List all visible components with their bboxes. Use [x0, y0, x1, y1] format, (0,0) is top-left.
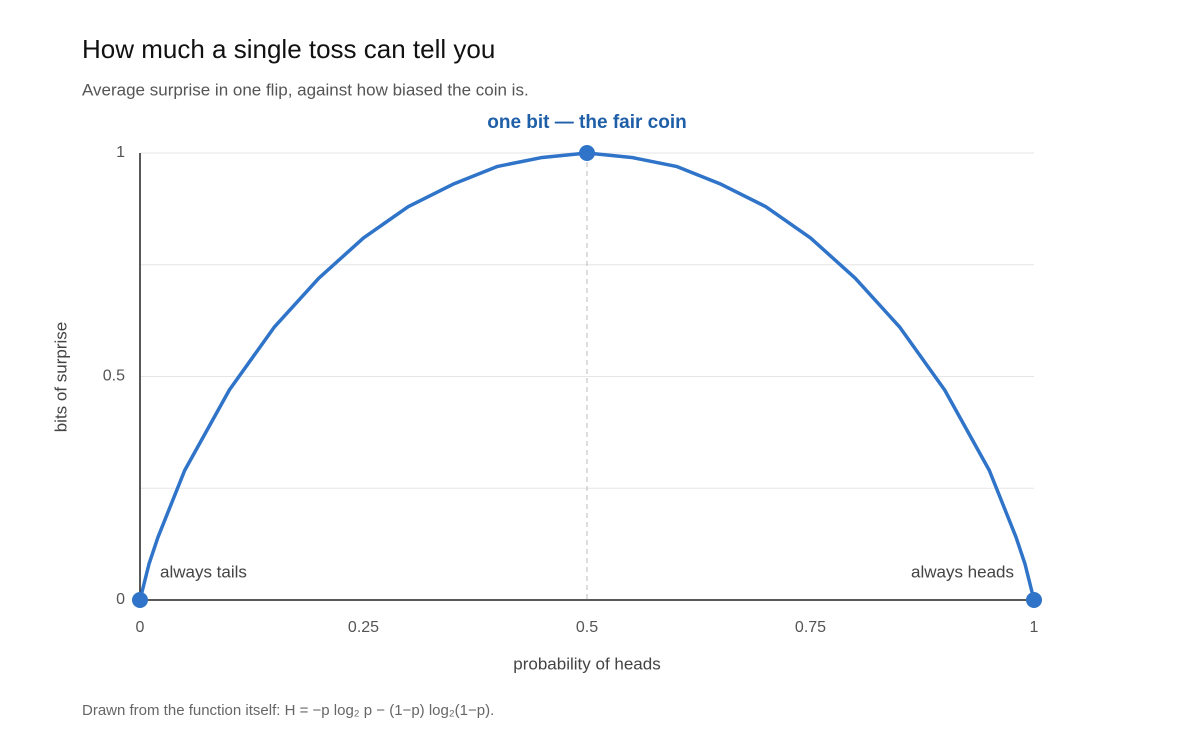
highlight-point — [1026, 592, 1042, 608]
annotation: always tails — [160, 562, 247, 581]
x-tick-label: 0.5 — [576, 619, 598, 636]
x-tick-label: 1 — [1030, 619, 1039, 636]
y-tick-label: 1 — [116, 144, 125, 161]
x-tick-label: 0.25 — [348, 619, 379, 636]
highlight-point — [132, 592, 148, 608]
chart-title: How much a single toss can tell you — [82, 34, 495, 64]
x-axis-label: probability of heads — [513, 654, 660, 673]
x-tick-label: 0 — [136, 619, 145, 636]
annotation: one bit — the fair coin — [487, 112, 687, 133]
chart-subtitle: Average surprise in one flip, against ho… — [82, 80, 529, 99]
y-tick-label: 0 — [116, 591, 125, 608]
y-tick-label: 0.5 — [103, 368, 125, 385]
footnote: Drawn from the function itself: H = −p l… — [82, 702, 494, 719]
highlight-point — [579, 145, 595, 161]
x-tick-label: 0.75 — [795, 619, 826, 636]
annotation: always heads — [911, 562, 1014, 581]
y-axis-label: bits of surprise — [51, 322, 70, 433]
